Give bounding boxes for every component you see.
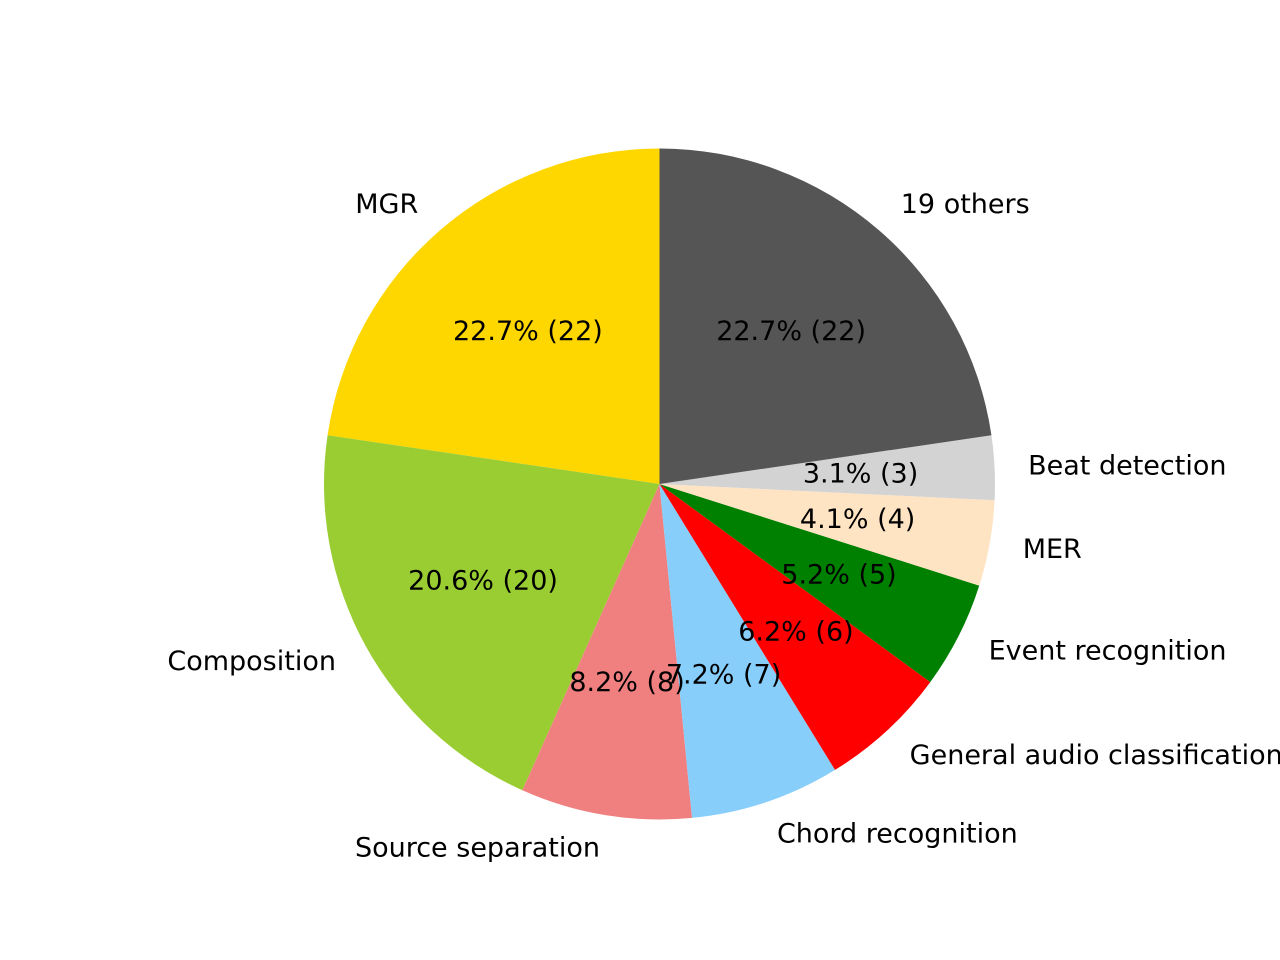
slice-label: Chord recognition <box>777 818 1018 849</box>
pie-slice <box>659 484 980 683</box>
pie-slice <box>659 435 995 501</box>
slice-percent-label: 4.1% (4) <box>800 504 915 535</box>
slice-percent-label: 6.2% (6) <box>738 616 853 647</box>
slice-label: Source separation <box>355 833 600 864</box>
pie-slices <box>324 148 995 820</box>
pie-slice <box>522 484 693 820</box>
slice-label: MGR <box>355 189 418 220</box>
slice-percent-label: 7.2% (7) <box>666 659 781 690</box>
pie-slice <box>324 435 660 791</box>
slice-label: General audio classification <box>910 740 1280 771</box>
slice-percent-label: 8.2% (8) <box>569 667 684 698</box>
slice-percent-label: 20.6% (20) <box>408 565 558 596</box>
pie-slice <box>659 484 931 770</box>
slice-label: Event recognition <box>989 636 1227 667</box>
slice-percent-label: 3.1% (3) <box>803 459 918 490</box>
slice-label: 19 others <box>901 189 1030 220</box>
slice-percent-label: 22.7% (22) <box>453 316 603 347</box>
slice-percent-label: 5.2% (5) <box>781 560 896 591</box>
pie-labels: MGR 22.7% (22) Composition 20.6% (20) Source… <box>167 189 1280 863</box>
pie-slice <box>659 148 992 484</box>
pie-slice <box>659 484 995 586</box>
slice-label: Composition <box>167 646 336 677</box>
pie-slice <box>659 484 836 818</box>
pie-slice <box>327 148 660 484</box>
slice-label: MER <box>1023 534 1082 565</box>
slice-percent-label: 22.7% (22) <box>716 316 866 347</box>
slice-label: Beat detection <box>1028 451 1226 482</box>
